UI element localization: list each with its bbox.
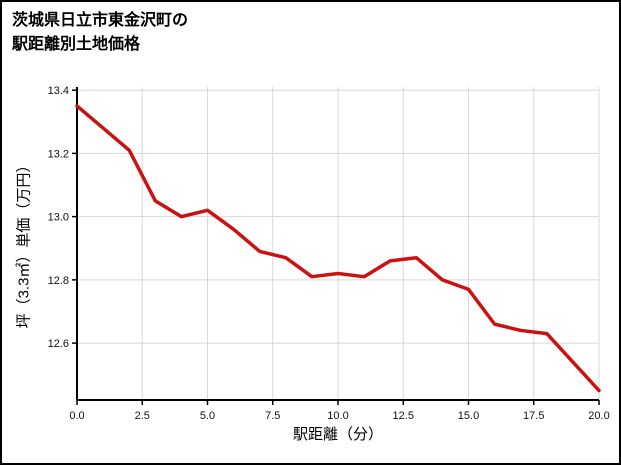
x-tick-label: 15.0	[458, 410, 479, 422]
x-tick-label: 7.5	[265, 410, 280, 422]
x-tick-label: 5.0	[200, 410, 215, 422]
y-tick-label: 12.8	[48, 275, 69, 287]
y-tick-label: 12.6	[48, 338, 69, 350]
x-tick-label: 12.5	[393, 410, 414, 422]
x-tick-label: 2.5	[135, 410, 150, 422]
y-tick-label: 13.0	[48, 212, 69, 224]
chart-title-line1: 茨城県日立市東金沢町の	[12, 12, 189, 29]
chart-title: 茨城県日立市東金沢町の 駅距離別土地価格	[12, 9, 188, 57]
chart-title-line2: 駅距離別土地価格	[12, 36, 141, 53]
y-tick-label: 13.4	[48, 85, 69, 97]
price-line	[75, 104, 601, 393]
x-axis-label: 駅距離（分）	[292, 426, 383, 443]
x-tick-label: 20.0	[588, 410, 609, 422]
y-axis-label: 坪（3.3㎡）単価（万円）	[15, 157, 33, 329]
x-tick-label: 0.0	[69, 410, 84, 422]
x-tick-label: 10.0	[327, 410, 348, 422]
x-tick-label: 17.5	[523, 410, 544, 422]
y-tick-label: 13.2	[48, 148, 69, 160]
